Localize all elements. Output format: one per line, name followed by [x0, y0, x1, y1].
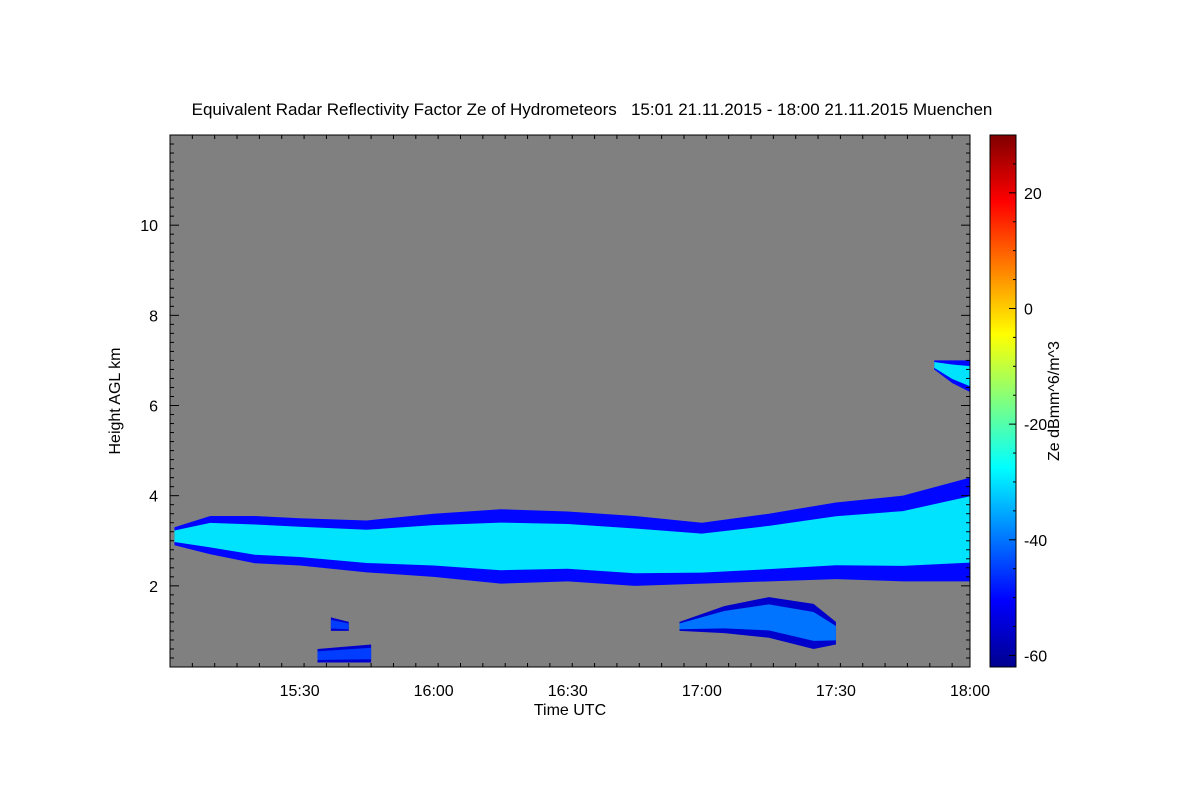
surface-clutter-15h40-core	[317, 647, 372, 661]
colorbar-tick-label: 20	[1024, 186, 1042, 203]
upper-echo-17h55-core	[934, 362, 970, 387]
colorbar	[989, 134, 1017, 668]
x-tick-label: 17:30	[816, 683, 856, 700]
y-tick-label: 4	[149, 489, 158, 506]
x-tick-label: 17:00	[682, 683, 722, 700]
colorbar-tick-label: 0	[1024, 301, 1033, 318]
x-tick-label: 18:00	[950, 683, 990, 700]
y-tick-label: 2	[149, 579, 158, 596]
colorbar-tick-label: -40	[1024, 533, 1047, 550]
low-fragment-15h40-core	[330, 619, 349, 630]
chart-title: Equivalent Radar Reflectivity Factor Ze …	[192, 100, 993, 119]
low-echo-17h-core	[679, 604, 836, 641]
x-tick-label: 16:00	[414, 683, 454, 700]
y-axis-label: Height AGL km	[107, 347, 124, 454]
x-tick-label: 15:30	[280, 683, 320, 700]
colorbar-ticks: 20 0 -20 -40 -60	[1009, 134, 1047, 665]
colorbar-tick-label: -20	[1024, 417, 1047, 434]
plot-area	[169, 134, 971, 668]
plot-frame	[169, 134, 971, 668]
x-axis-label: Time UTC	[534, 702, 606, 719]
y-tick-label: 6	[149, 399, 158, 416]
x-axis: 15:30 16:00 16:30 17:00 17:30 18:00	[169, 135, 990, 700]
colorbar-tick-label: -60	[1024, 648, 1047, 665]
echo-layer	[174, 360, 970, 663]
main-cloud-layer-core	[174, 496, 970, 574]
y-axis: 2 4 6 8 10	[140, 143, 970, 659]
x-tick-label: 16:30	[548, 683, 588, 700]
colorbar-label: Ze dBmm^6/m^3	[1046, 341, 1063, 461]
y-tick-label: 10	[140, 218, 158, 235]
y-tick-label: 8	[149, 308, 158, 325]
